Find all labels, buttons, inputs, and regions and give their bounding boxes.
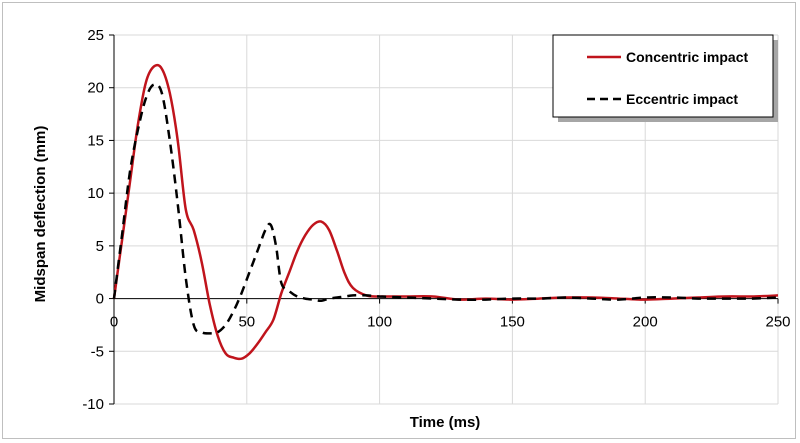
x-tick-label: 100 bbox=[367, 314, 392, 331]
y-tick-label: 10 bbox=[87, 185, 104, 202]
legend: Concentric impact Eccentric impact bbox=[552, 34, 778, 122]
y-tick-label: 5 bbox=[96, 238, 104, 255]
x-tick-label: 50 bbox=[238, 314, 255, 331]
y-tick-label: 20 bbox=[87, 80, 104, 97]
legend-label-concentric: Concentric impact bbox=[626, 49, 748, 65]
y-axis-title: Midspan deflection (mm) bbox=[32, 126, 49, 303]
x-tick-label: 250 bbox=[765, 314, 790, 331]
y-tick-label: -10 bbox=[82, 396, 104, 413]
y-tick-label: 15 bbox=[87, 132, 104, 149]
legend-box bbox=[552, 34, 774, 118]
y-tick-label: 25 bbox=[87, 27, 104, 44]
x-tick-label: 200 bbox=[633, 314, 658, 331]
legend-label-eccentric: Eccentric impact bbox=[626, 91, 738, 107]
x-tick-label: 150 bbox=[500, 314, 525, 331]
y-tick-label: -5 bbox=[91, 343, 104, 360]
series-line-concentric bbox=[112, 63, 779, 361]
series-lines bbox=[112, 63, 779, 361]
y-tick-label: 0 bbox=[96, 291, 104, 308]
x-axis-title: Time (ms) bbox=[410, 414, 481, 431]
chart-frame: -10 -5 0 5 10 15 20 25 0 50 100 150 200 250 Time (ms)… bbox=[2, 2, 796, 439]
series-line-eccentric bbox=[112, 82, 779, 335]
x-tick-label: 0 bbox=[110, 314, 118, 331]
